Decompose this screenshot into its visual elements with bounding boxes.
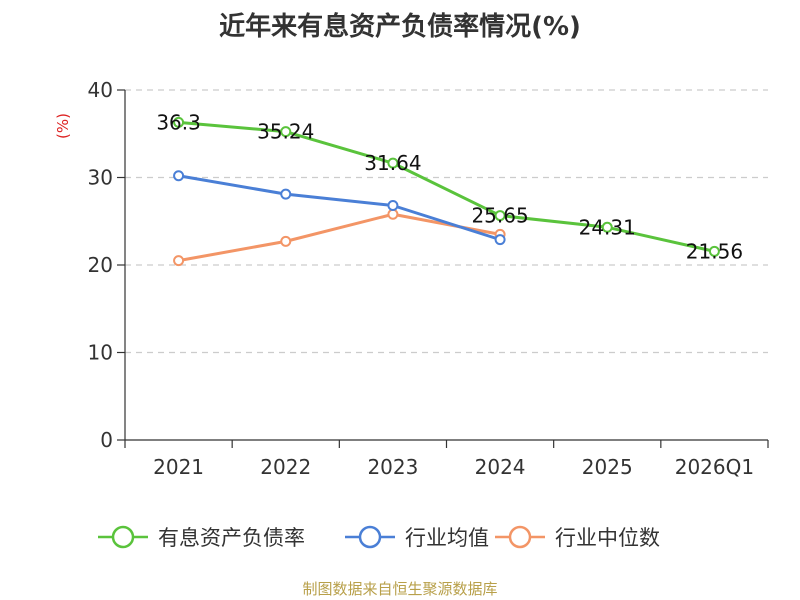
legend-marker-2 (508, 525, 532, 549)
x-tick-label-2025: 2025 (582, 455, 633, 479)
chart-title: 近年来有息资产负债率情况(%) (219, 12, 581, 42)
series-0-point-2 (387, 157, 399, 169)
legend-label-2: 行业中位数 (555, 526, 660, 550)
y-tick-label-30: 30 (88, 166, 113, 190)
data-label-2023: 31.64 (364, 151, 421, 175)
legend-marker-0 (111, 525, 135, 549)
y-axis-unit-label: (%) (54, 113, 72, 139)
data-label-2022: 35.24 (257, 120, 314, 144)
series-2-point-0 (173, 255, 185, 267)
y-tick-label-0: 0 (100, 428, 113, 452)
series-1-point-0 (173, 170, 185, 182)
series-1-point-2 (387, 200, 399, 211)
data-label-2024: 25.65 (471, 204, 528, 228)
series-line-0 (178, 120, 715, 253)
x-tick-label-2026Q1: 2026Q1 (675, 455, 754, 479)
x-tick-label-2024: 2024 (475, 455, 526, 479)
data-label-2026Q1: 21.56 (686, 239, 743, 263)
series-line-1 (178, 174, 501, 242)
series-0-point-0 (173, 116, 185, 128)
legend-marker-1 (358, 525, 382, 549)
series-2-point-2 (387, 208, 399, 220)
x-tick-label-2022: 2022 (260, 455, 311, 479)
legend-label-1: 行业均值 (405, 526, 489, 550)
x-tick-label-2023: 2023 (367, 455, 418, 479)
y-tick-label-40: 40 (88, 78, 113, 102)
series-lines (173, 116, 720, 267)
series-0-point-4 (601, 221, 613, 233)
data-label-2025: 24.31 (579, 215, 636, 239)
series-1-point-1 (280, 188, 292, 200)
y-tick-label-20: 20 (88, 253, 113, 277)
source-note: 制图数据来自恒生聚源数据库 (302, 580, 498, 598)
series-0-point-1 (280, 126, 292, 138)
series-line-2 (178, 212, 501, 263)
x-tick-label-2021: 2021 (153, 455, 204, 479)
grid-lines (125, 89, 768, 354)
legend: 有息资产负债率 行业均值 行业中位数 (98, 525, 660, 550)
series-2-point-1 (280, 235, 292, 247)
series-1-point-3 (494, 234, 506, 246)
axes: 0 10 20 30 40 2021 2022 2023 2024 2025 2026Q1 (%) (54, 78, 769, 479)
series-0-point-3 (494, 210, 506, 222)
y-tick-label-10: 10 (88, 341, 113, 365)
legend-label-0: 有息资产负债率 (158, 526, 305, 550)
data-label-2021: 36.3 (156, 110, 201, 134)
series-0-point-5 (708, 245, 720, 257)
data-labels: 36.3 35.24 31.64 25.65 24.31 21.56 (156, 110, 743, 263)
